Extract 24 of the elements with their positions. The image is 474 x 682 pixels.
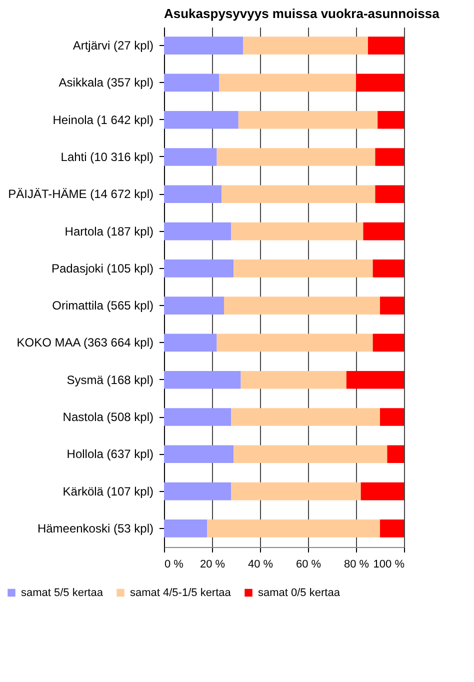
x-tick-label: 100 % <box>373 558 405 570</box>
y-tick-label: Kärkölä (107 kpl) <box>62 484 154 498</box>
y-tick-label: KOKO MAA (363 664 kpl) <box>16 336 154 350</box>
chart-title: Asukaspysyvyys muissa vuokra-asunnoissa <box>164 6 440 21</box>
y-tick-label: Lahti (10 316 kpl) <box>60 150 154 164</box>
x-tick-label: 80 % <box>344 558 370 570</box>
legend-label: samat 0/5 kertaa <box>258 586 341 599</box>
y-tick-label: PÄIJÄT-HÄME (14 672 kpl) <box>8 187 154 202</box>
x-tick-label: 60 % <box>296 558 322 570</box>
y-tick-label: Hollola (637 kpl) <box>66 447 154 462</box>
y-tick-label: Orimattila (565 kpl) <box>52 298 154 313</box>
y-tick-label: Hartola (187 kpl) <box>64 224 154 238</box>
x-tick-label: 40 % <box>248 558 274 570</box>
legend-label: samat 5/5 kertaa <box>21 586 104 599</box>
y-tick-label: Heinola (1 642 kpl) <box>52 112 154 127</box>
y-tick-label: Sysmä (168 kpl) <box>66 372 154 387</box>
x-tick-label: 0 % <box>164 558 184 570</box>
y-tick-label: Hämeenkoski (53 kpl) <box>37 521 154 536</box>
y-tick-label: Padasjoki (105 kpl) <box>51 261 154 276</box>
x-tick-label: 20 % <box>200 558 226 570</box>
legend-label: samat 4/5-1/5 kertaa <box>130 586 232 599</box>
y-tick-label: Asikkala (357 kpl) <box>58 76 154 90</box>
y-tick-label: Nastola (508 kpl) <box>62 410 154 424</box>
y-tick-label: Artjärvi (27 kpl) <box>72 38 154 53</box>
